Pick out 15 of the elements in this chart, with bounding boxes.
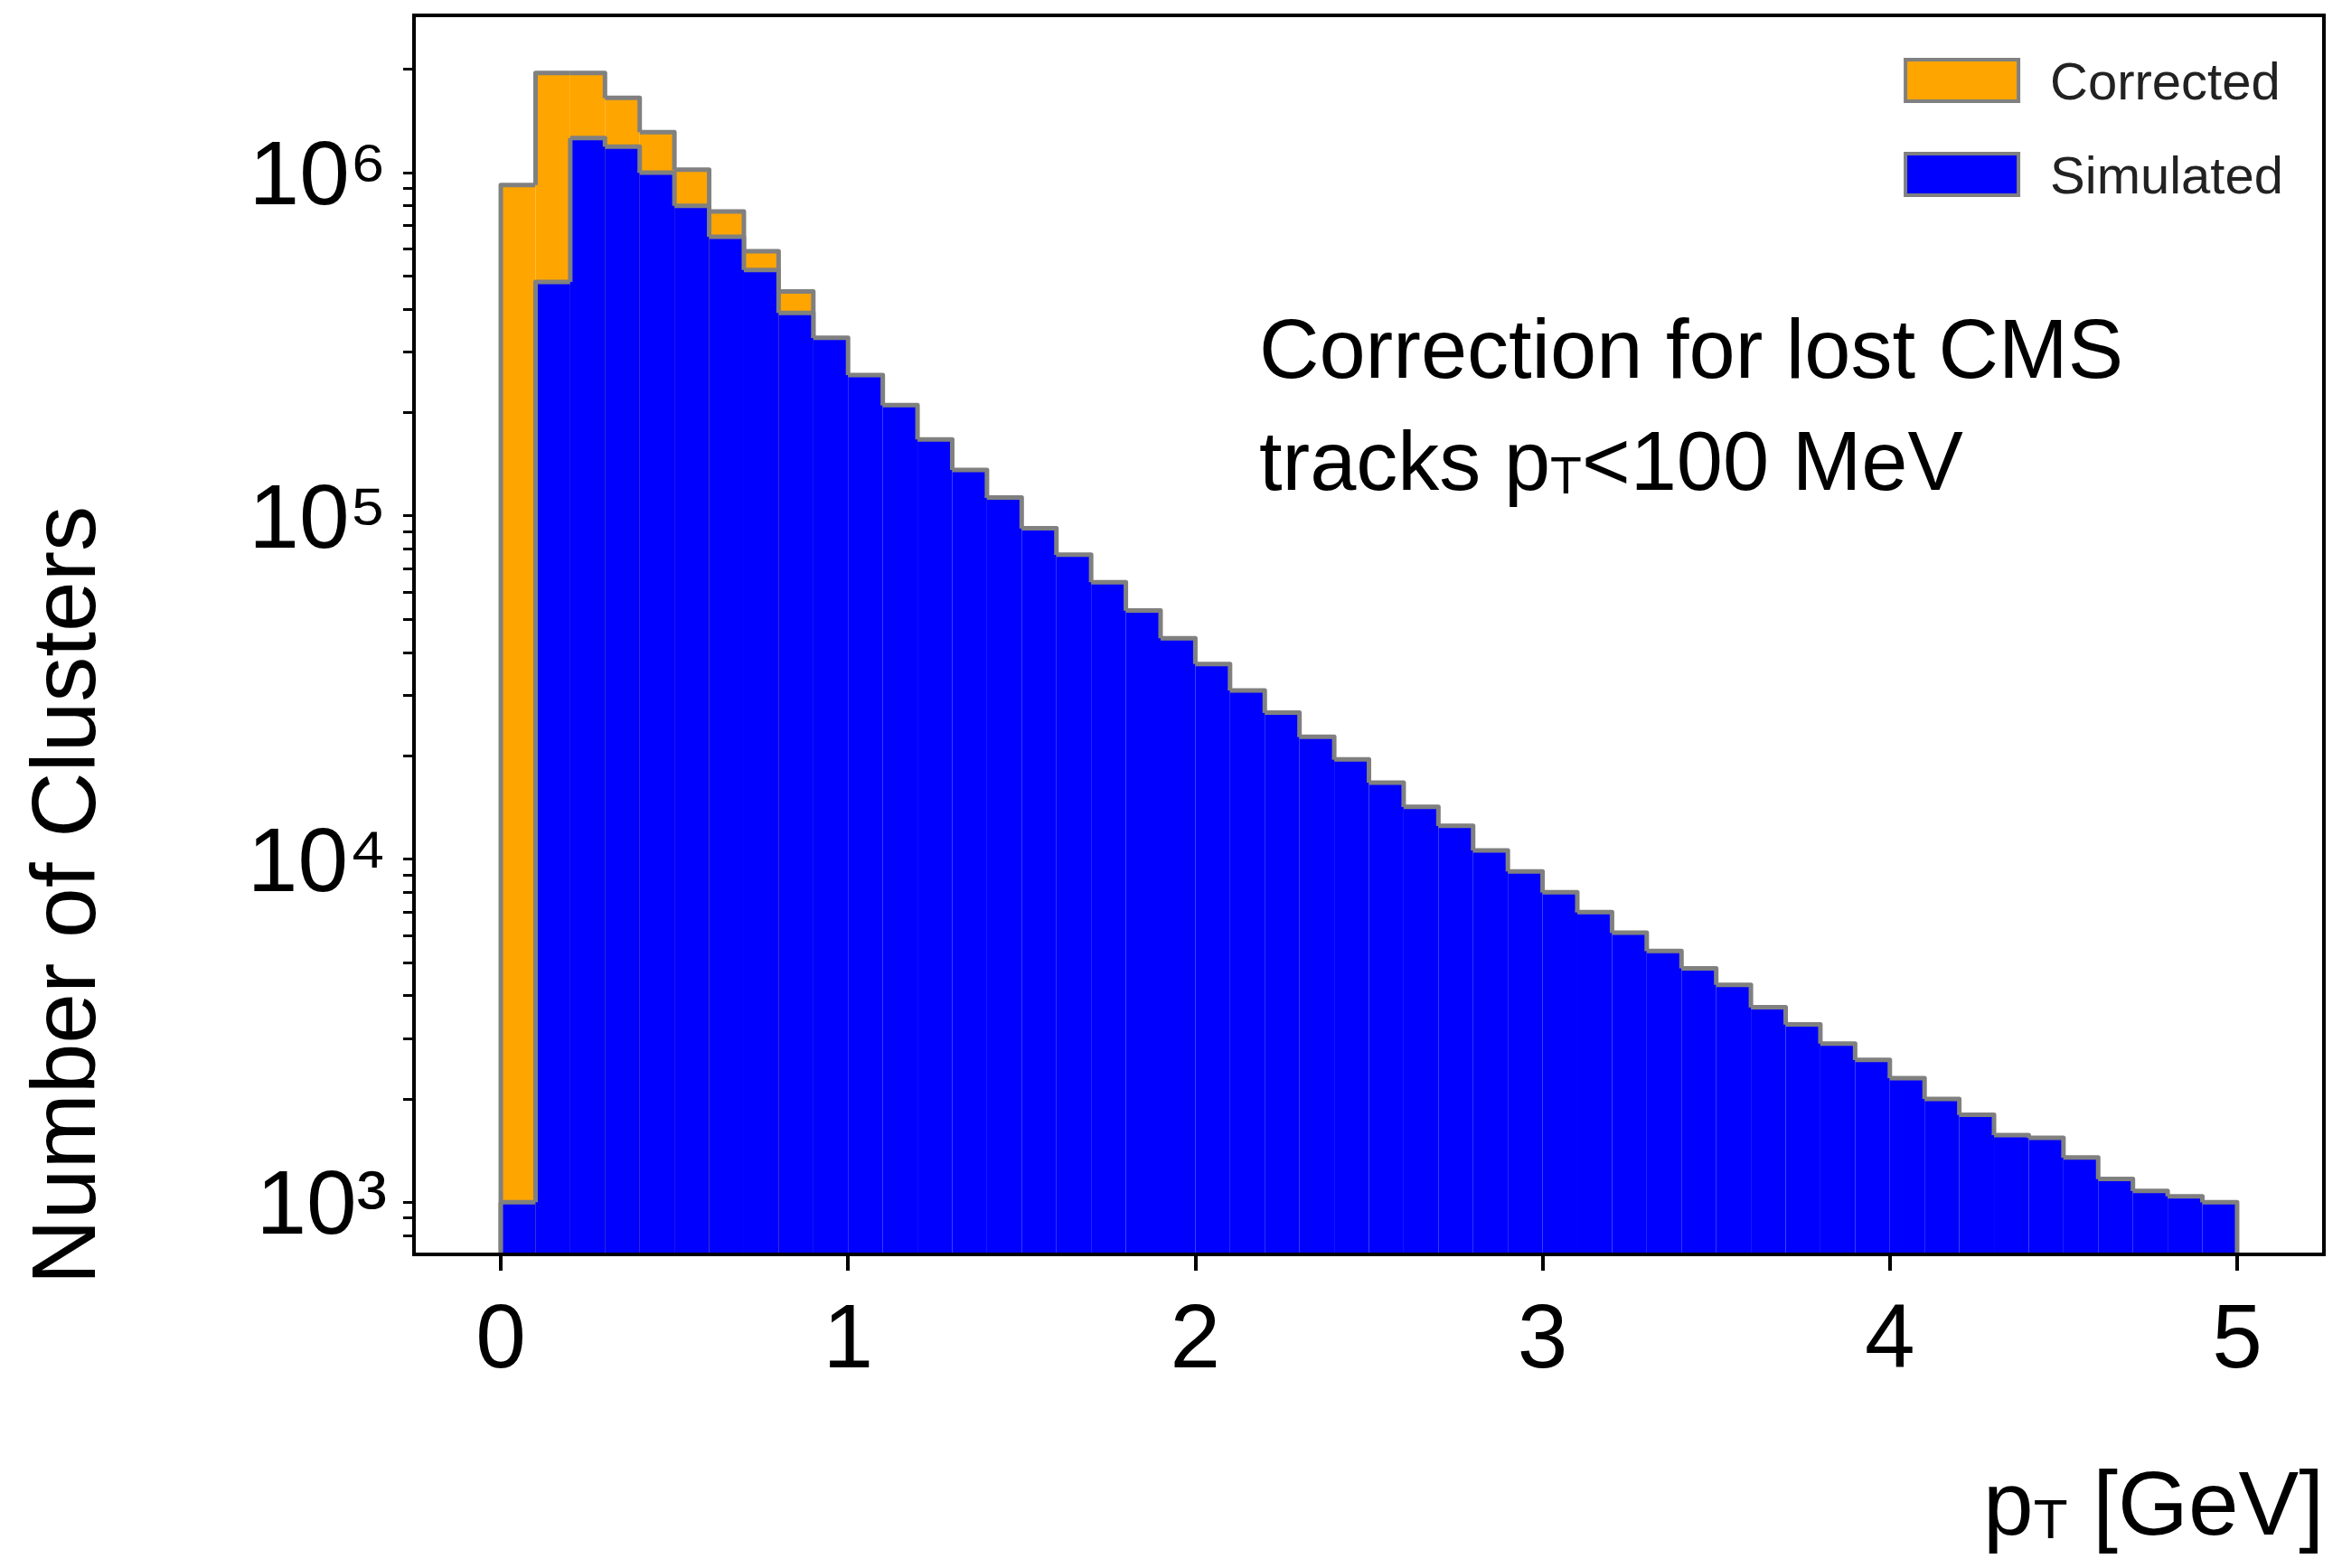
y-axis-title: Number of Clusters — [13, 505, 114, 1285]
x-tick-label: 4 — [1864, 1285, 1915, 1386]
x-axis-title: pT [GeV] — [1983, 1452, 2325, 1554]
y-tick-label: 10⁴ — [247, 808, 387, 910]
y-tick-label: 10⁶ — [249, 121, 387, 223]
x-tick-label: 2 — [1170, 1285, 1221, 1386]
y-tick-label: 10³ — [256, 1151, 387, 1253]
legend-label: Corrected — [2050, 51, 2281, 110]
legend-label: Simulated — [2050, 145, 2284, 204]
x-tick-label: 5 — [2212, 1285, 2262, 1386]
x-tick-label: 3 — [1517, 1285, 1568, 1386]
y-tick-label: 10⁵ — [249, 465, 387, 567]
x-tick-label: 0 — [475, 1285, 526, 1386]
x-tick-label: 1 — [823, 1285, 874, 1386]
annotation: Correction for lost CMS tracks pT<100 MeV — [1259, 303, 2124, 508]
